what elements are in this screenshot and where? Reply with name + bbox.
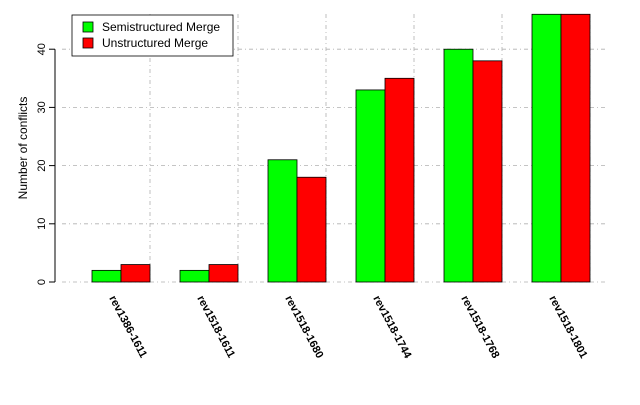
y-axis-label: Number of conflicts: [16, 97, 30, 200]
bar-unstructured-1: [208, 264, 239, 283]
x-tick-label: rev1518-1680: [282, 294, 325, 361]
bars: [91, 13, 591, 283]
bar-semistructured-0: [91, 269, 122, 283]
legend: Semistructured Merge Unstructured Merge: [71, 14, 234, 57]
bar-semistructured-2: [267, 159, 298, 283]
bar-unstructured-3: [384, 77, 415, 283]
bar-unstructured-2: [296, 176, 327, 283]
x-tick-label: rev1518-1768: [458, 294, 501, 361]
bar-semistructured-3: [355, 89, 386, 283]
x-tick-label: rev1518-1801: [546, 294, 589, 361]
bar-semistructured-5: [531, 13, 562, 283]
y-tick-label: 20: [36, 159, 48, 171]
y-tick-label: 40: [36, 43, 48, 55]
y-tick-label: 10: [36, 218, 48, 230]
legend-swatch: [82, 21, 94, 33]
x-tick-label: rev1518-1611: [194, 294, 237, 360]
bar-unstructured-5: [560, 13, 591, 283]
x-tick-labels: rev1386-1611 rev1518-1611 rev1518-1680 rev1…: [106, 294, 589, 361]
bar-semistructured-1: [179, 269, 210, 283]
legend-label: Unstructured Merge: [102, 36, 208, 50]
legend-label: Semistructured Merge: [102, 20, 220, 34]
y-axis: 0 10 20 30 40: [36, 43, 56, 285]
bar-semistructured-4: [443, 48, 474, 283]
y-tick-label: 0: [36, 279, 48, 285]
legend-swatch: [82, 37, 94, 49]
legend-box: [71, 14, 234, 57]
bar-unstructured-4: [472, 60, 503, 283]
y-tick-label: 30: [36, 101, 48, 113]
x-tick-label: rev1518-1744: [370, 294, 413, 361]
x-tick-label: rev1386-1611: [106, 294, 149, 360]
bar-unstructured-0: [120, 264, 151, 283]
